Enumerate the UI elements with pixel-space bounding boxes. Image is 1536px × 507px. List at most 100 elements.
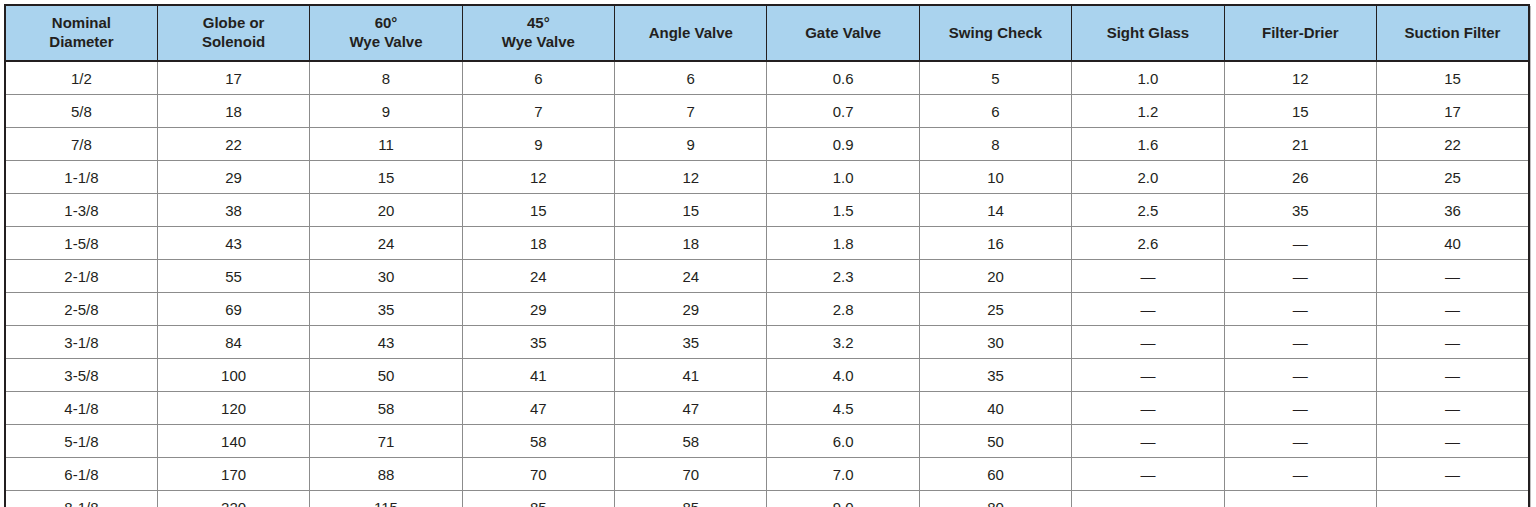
table-cell-angle-valve: 7 [615, 95, 767, 128]
table-cell-sight-glass: 2.5 [1072, 194, 1224, 227]
table-row: 1/2178660.651.01215 [5, 61, 1529, 95]
column-header-nominal-diameter: Nominal Diameter [5, 5, 157, 61]
table-cell-swing-check: 30 [919, 326, 1071, 359]
table-row: 3-1/8844335353.230——— [5, 326, 1529, 359]
table-cell-gate-valve: 7.0 [767, 458, 919, 491]
table-cell-swing-check: 5 [919, 61, 1071, 95]
table-cell-nominal-diameter: 5-1/8 [5, 425, 157, 458]
table-cell-gate-valve: 1.5 [767, 194, 919, 227]
table-row: 7/82211990.981.62122 [5, 128, 1529, 161]
table-cell-60-wye-valve: 58 [310, 392, 462, 425]
header-row: Nominal DiameterGlobe or Solenoid60° Wye… [5, 5, 1529, 61]
table-cell-gate-valve: 4.5 [767, 392, 919, 425]
table-cell-suction-filter: 25 [1377, 161, 1529, 194]
table-cell-globe-or-solenoid: 69 [157, 293, 309, 326]
table-cell-suction-filter: 40 [1377, 227, 1529, 260]
table-cell-nominal-diameter: 6-1/8 [5, 458, 157, 491]
table-row: 2-1/8553024242.320——— [5, 260, 1529, 293]
table-cell-globe-or-solenoid: 43 [157, 227, 309, 260]
table-cell-suction-filter: 36 [1377, 194, 1529, 227]
table-cell-gate-valve: 2.8 [767, 293, 919, 326]
table-cell-gate-valve: 6.0 [767, 425, 919, 458]
table-cell-45-wye-valve: 7 [462, 95, 614, 128]
column-header-angle-valve: Angle Valve [615, 5, 767, 61]
table-cell-60-wye-valve: 50 [310, 359, 462, 392]
table-cell-nominal-diameter: 7/8 [5, 128, 157, 161]
table-cell-angle-valve: 24 [615, 260, 767, 293]
table-cell-nominal-diameter: 1-1/8 [5, 161, 157, 194]
table-cell-filter-drier: 21 [1224, 128, 1376, 161]
table-row: 8-1/822011585859.080——— [5, 491, 1529, 507]
table-cell-45-wye-valve: 6 [462, 61, 614, 95]
table-row: 3-5/81005041414.035——— [5, 359, 1529, 392]
table-cell-nominal-diameter: 1-3/8 [5, 194, 157, 227]
column-header-globe-or-solenoid: Globe or Solenoid [157, 5, 309, 61]
table-cell-swing-check: 60 [919, 458, 1071, 491]
table-cell-sight-glass: — [1072, 425, 1224, 458]
table-cell-globe-or-solenoid: 140 [157, 425, 309, 458]
table-row: 6-1/81708870707.060——— [5, 458, 1529, 491]
table-cell-45-wye-valve: 58 [462, 425, 614, 458]
table-cell-angle-valve: 9 [615, 128, 767, 161]
table-cell-filter-drier: — [1224, 425, 1376, 458]
table-cell-globe-or-solenoid: 22 [157, 128, 309, 161]
table-row: 4-1/81205847474.540——— [5, 392, 1529, 425]
table-cell-60-wye-valve: 15 [310, 161, 462, 194]
table-cell-60-wye-valve: 9 [310, 95, 462, 128]
table-cell-filter-drier: — [1224, 458, 1376, 491]
table-cell-60-wye-valve: 8 [310, 61, 462, 95]
column-header-60-wye-valve: 60° Wye Valve [310, 5, 462, 61]
column-header-swing-check: Swing Check [919, 5, 1071, 61]
table-cell-60-wye-valve: 20 [310, 194, 462, 227]
table-cell-gate-valve: 0.6 [767, 61, 919, 95]
table-container: Nominal DiameterGlobe or Solenoid60° Wye… [4, 4, 1530, 507]
table-cell-filter-drier: — [1224, 326, 1376, 359]
column-header-suction-filter: Suction Filter [1377, 5, 1529, 61]
table-cell-60-wye-valve: 115 [310, 491, 462, 507]
table-cell-swing-check: 8 [919, 128, 1071, 161]
table-cell-angle-valve: 35 [615, 326, 767, 359]
table-cell-gate-valve: 1.8 [767, 227, 919, 260]
table-cell-filter-drier: 35 [1224, 194, 1376, 227]
table-cell-60-wye-valve: 30 [310, 260, 462, 293]
table-cell-45-wye-valve: 24 [462, 260, 614, 293]
table-cell-globe-or-solenoid: 17 [157, 61, 309, 95]
table-row: 2-5/8693529292.825——— [5, 293, 1529, 326]
table-cell-swing-check: 10 [919, 161, 1071, 194]
table-cell-gate-valve: 1.0 [767, 161, 919, 194]
table-cell-sight-glass: — [1072, 491, 1224, 507]
table-cell-filter-drier: 15 [1224, 95, 1376, 128]
table-cell-swing-check: 40 [919, 392, 1071, 425]
table-cell-nominal-diameter: 2-1/8 [5, 260, 157, 293]
column-header-gate-valve: Gate Valve [767, 5, 919, 61]
table-cell-filter-drier: — [1224, 260, 1376, 293]
table-cell-sight-glass: — [1072, 326, 1224, 359]
page: Nominal DiameterGlobe or Solenoid60° Wye… [0, 0, 1536, 507]
table-cell-globe-or-solenoid: 100 [157, 359, 309, 392]
table-cell-suction-filter: — [1377, 359, 1529, 392]
table-cell-suction-filter: 17 [1377, 95, 1529, 128]
table-cell-suction-filter: — [1377, 293, 1529, 326]
table-row: 1-1/8291512121.0102.02625 [5, 161, 1529, 194]
table-cell-filter-drier: — [1224, 392, 1376, 425]
column-header-filter-drier: Filter-Drier [1224, 5, 1376, 61]
table-cell-swing-check: 50 [919, 425, 1071, 458]
table-cell-swing-check: 80 [919, 491, 1071, 507]
table-cell-swing-check: 14 [919, 194, 1071, 227]
table-cell-nominal-diameter: 4-1/8 [5, 392, 157, 425]
table-cell-angle-valve: 70 [615, 458, 767, 491]
table-cell-angle-valve: 58 [615, 425, 767, 458]
table-cell-angle-valve: 85 [615, 491, 767, 507]
table-cell-60-wye-valve: 88 [310, 458, 462, 491]
table-cell-gate-valve: 2.3 [767, 260, 919, 293]
equivalent-length-table: Nominal DiameterGlobe or Solenoid60° Wye… [4, 4, 1530, 507]
table-cell-nominal-diameter: 1-5/8 [5, 227, 157, 260]
table-cell-globe-or-solenoid: 38 [157, 194, 309, 227]
table-cell-60-wye-valve: 71 [310, 425, 462, 458]
table-cell-sight-glass: — [1072, 458, 1224, 491]
table-cell-45-wye-valve: 47 [462, 392, 614, 425]
table-cell-swing-check: 16 [919, 227, 1071, 260]
table-cell-suction-filter: 15 [1377, 61, 1529, 95]
table-cell-angle-valve: 41 [615, 359, 767, 392]
table-cell-angle-valve: 15 [615, 194, 767, 227]
